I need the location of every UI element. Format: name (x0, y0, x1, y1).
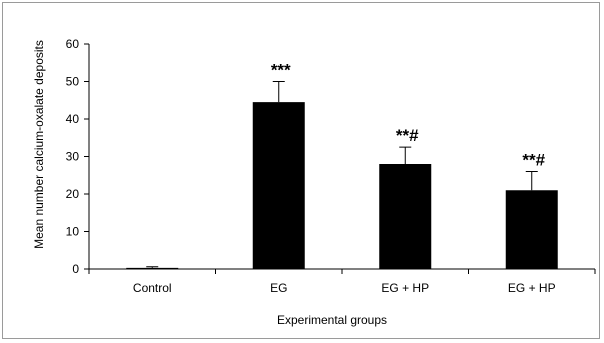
bars (126, 81, 558, 269)
y-tick-label: 30 (66, 150, 80, 164)
chart-frame: 0 10 20 30 40 50 60 Control *** EG **# EG + HP **# EG… (2, 2, 600, 339)
x-tick-label: EG (270, 281, 287, 295)
significance-label: *** (271, 61, 291, 80)
y-tick-label: 60 (66, 37, 80, 51)
labels: 0 10 20 30 40 50 60 Control *** EG **# EG + HP **# EG… (66, 37, 556, 295)
y-axis-title: Mean number calcium-oxalate deposits (32, 40, 46, 249)
significance-label: **# (396, 126, 419, 145)
bar (505, 190, 558, 269)
x-tick-label: Control (133, 281, 172, 295)
bar (126, 267, 179, 269)
bar-chart: 0 10 20 30 40 50 60 Control *** EG **# EG + HP **# EG… (32, 37, 596, 327)
x-tick-label: EG + HP (508, 281, 556, 295)
x-axis-title: Experimental groups (277, 313, 387, 327)
y-tick-label: 50 (66, 75, 80, 89)
y-tick-label: 0 (72, 262, 79, 276)
y-tick-label: 20 (66, 187, 80, 201)
y-tick-label: 10 (66, 225, 80, 239)
significance-label: **# (522, 151, 545, 170)
bar (252, 102, 305, 269)
y-tick-label: 40 (66, 112, 80, 126)
bar (379, 164, 432, 269)
x-tick-label: EG + HP (381, 281, 429, 295)
